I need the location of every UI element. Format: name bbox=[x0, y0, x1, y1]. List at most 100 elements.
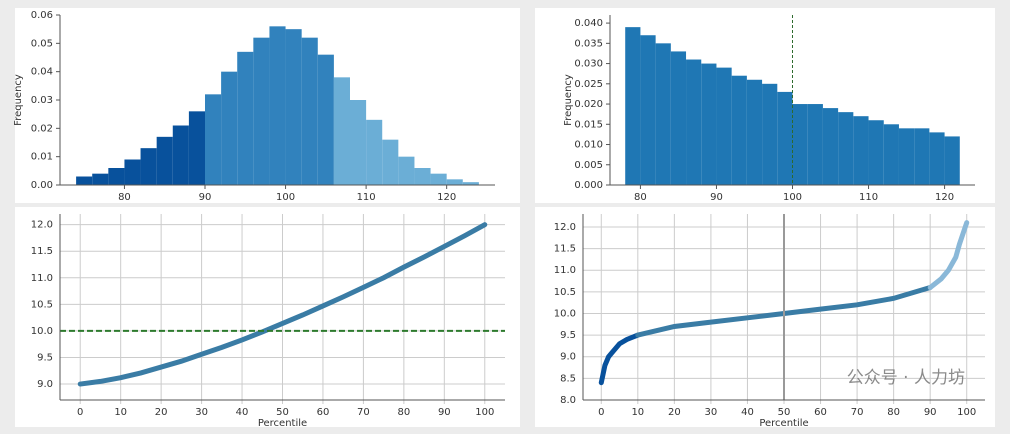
histogram-bar bbox=[898, 128, 915, 185]
x-tick-label: 40 bbox=[741, 407, 754, 418]
series-line bbox=[77, 222, 488, 387]
x-tick-label: 70 bbox=[851, 407, 864, 418]
histogram-bar bbox=[625, 27, 641, 186]
x-tick-label: 40 bbox=[236, 407, 249, 418]
x-tick-label: 80 bbox=[118, 192, 131, 203]
histogram-bar bbox=[792, 104, 808, 185]
histogram-bar bbox=[716, 67, 732, 185]
y-tick-label: 0.040 bbox=[574, 18, 603, 29]
histogram-bar bbox=[269, 26, 286, 186]
x-tick-label: 100 bbox=[783, 192, 802, 203]
x-tick-label: 60 bbox=[317, 407, 330, 418]
y-tick-label: 0.02 bbox=[31, 123, 53, 134]
x-tick-label: 100 bbox=[276, 192, 295, 203]
x-tick-label: 20 bbox=[155, 407, 168, 418]
histogram-bar bbox=[414, 168, 431, 185]
histogram-bar bbox=[701, 63, 717, 186]
x-axis-label: Percentile bbox=[258, 418, 307, 429]
x-tick-label: 100 bbox=[957, 407, 976, 418]
histogram-bar bbox=[670, 51, 687, 185]
histogram-bar bbox=[822, 108, 839, 185]
histogram-bar bbox=[731, 75, 747, 185]
histogram-bar bbox=[317, 54, 334, 185]
histogram-bar bbox=[285, 29, 302, 185]
histogram-bar bbox=[333, 77, 350, 185]
y-tick-label: 0.06 bbox=[31, 10, 53, 21]
y-tick-label: 12.0 bbox=[554, 222, 576, 233]
histogram-bar bbox=[108, 168, 125, 185]
y-tick-label: 12.0 bbox=[31, 220, 53, 231]
histogram-bar bbox=[76, 176, 93, 185]
histogram-bar bbox=[124, 159, 141, 185]
y-tick-label: 0.020 bbox=[574, 99, 603, 110]
y-axis-label: Frequency bbox=[563, 74, 574, 126]
y-tick-label: 11.0 bbox=[31, 273, 53, 284]
x-tick-label: 80 bbox=[634, 192, 647, 203]
y-tick-label: 9.0 bbox=[560, 352, 576, 363]
histogram-bar bbox=[237, 51, 254, 186]
x-tick-label: 10 bbox=[114, 407, 127, 418]
histogram-bar bbox=[655, 43, 671, 186]
y-tick-label: 9.0 bbox=[37, 379, 53, 390]
x-tick-label: 110 bbox=[357, 192, 376, 203]
x-tick-label: 60 bbox=[814, 407, 827, 418]
x-tick-label: 80 bbox=[397, 407, 410, 418]
y-axis-label: Frequency bbox=[13, 74, 24, 126]
y-tick-label: 8.5 bbox=[560, 373, 576, 384]
histogram-bar bbox=[221, 71, 238, 185]
x-tick-label: 90 bbox=[924, 407, 937, 418]
y-tick-label: 9.5 bbox=[560, 330, 576, 341]
x-tick-label: 30 bbox=[705, 407, 718, 418]
x-tick-label: 80 bbox=[887, 407, 900, 418]
x-tick-label: 30 bbox=[195, 407, 208, 418]
y-tick-label: 0.000 bbox=[574, 180, 603, 191]
y-tick-label: 11.5 bbox=[31, 246, 53, 257]
histogram-bar bbox=[640, 35, 656, 185]
histogram-bar bbox=[350, 100, 367, 185]
y-tick-label: 0.03 bbox=[31, 95, 53, 106]
histogram-bar bbox=[92, 173, 109, 185]
y-tick-label: 0.015 bbox=[574, 119, 603, 130]
y-tick-label: 0.01 bbox=[31, 152, 53, 163]
histogram-bar bbox=[366, 119, 383, 185]
histogram-bar bbox=[205, 94, 222, 185]
y-tick-label: 0.030 bbox=[574, 59, 603, 70]
histogram-bar bbox=[762, 83, 778, 185]
y-tick-label: 0.025 bbox=[574, 79, 603, 90]
x-tick-label: 50 bbox=[778, 407, 791, 418]
y-tick-label: 0.010 bbox=[574, 140, 603, 151]
x-axis-label: Percentile bbox=[759, 418, 808, 429]
histogram-bar bbox=[188, 111, 205, 185]
y-tick-label: 0.05 bbox=[31, 38, 53, 49]
series-line bbox=[927, 220, 970, 291]
watermark: 公众号 · 人力坊 bbox=[847, 368, 965, 388]
histogram-bar bbox=[172, 125, 189, 185]
histogram-bar bbox=[868, 120, 884, 185]
histogram-bar bbox=[382, 139, 399, 185]
y-tick-label: 10.5 bbox=[554, 287, 576, 298]
histogram-bar bbox=[807, 104, 823, 185]
x-tick-label: 0 bbox=[77, 407, 83, 418]
histogram-bar bbox=[914, 128, 930, 185]
panel bbox=[15, 207, 520, 427]
y-tick-label: 10.0 bbox=[31, 326, 53, 337]
x-tick-label: 90 bbox=[199, 192, 212, 203]
x-tick-label: 90 bbox=[710, 192, 723, 203]
y-tick-label: 0.035 bbox=[574, 38, 603, 49]
histogram-bar bbox=[253, 37, 270, 185]
x-tick-label: 70 bbox=[357, 407, 370, 418]
histogram-bar bbox=[430, 173, 447, 185]
histogram-bar bbox=[838, 112, 854, 185]
y-tick-label: 8.0 bbox=[560, 395, 576, 406]
y-tick-label: 9.5 bbox=[37, 352, 53, 363]
y-tick-label: 0.005 bbox=[574, 160, 603, 171]
y-tick-label: 0.04 bbox=[31, 67, 53, 78]
histogram-bar bbox=[462, 182, 479, 185]
y-tick-label: 11.0 bbox=[554, 265, 576, 276]
histogram-bar bbox=[853, 116, 869, 185]
y-tick-label: 11.5 bbox=[554, 244, 576, 255]
x-tick-label: 120 bbox=[437, 192, 456, 203]
histogram-bar bbox=[301, 37, 318, 185]
histogram-bar bbox=[944, 136, 960, 185]
